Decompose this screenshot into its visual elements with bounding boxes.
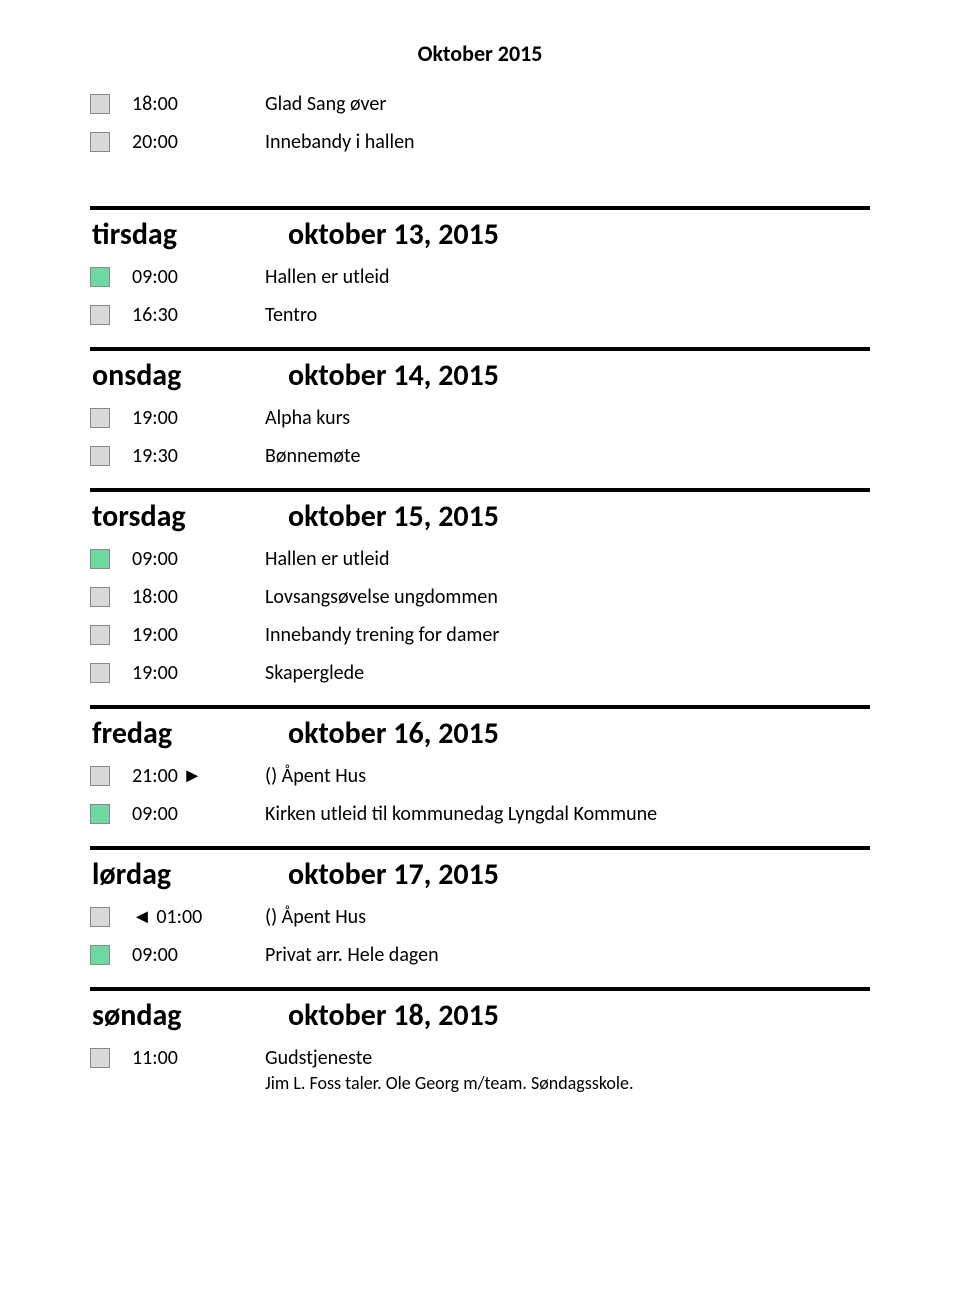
event-description: Alpha kurs — [265, 406, 870, 430]
day-date: oktober 18, 2015 — [288, 997, 499, 1034]
day-name: lørdag — [92, 856, 288, 893]
event-time: 19:00 — [110, 661, 265, 685]
category-swatch — [90, 549, 110, 569]
day-name: søndag — [92, 997, 288, 1034]
event-description: () Åpent Hus — [265, 905, 870, 929]
event-description: Bønnemøte — [265, 444, 870, 468]
event-description: Lovsangsøvelse ungdommen — [265, 585, 870, 609]
event-description: Kirken utleid til kommunedag Lyngdal Kom… — [265, 802, 870, 826]
event-description: Hallen er utleid — [265, 265, 870, 289]
event-row: 18:00Lovsangsøvelse ungdommen — [90, 585, 870, 609]
day-separator — [90, 488, 870, 492]
event-time: 11:00 — [110, 1046, 265, 1070]
event-description: Skaperglede — [265, 661, 870, 685]
top-items: 18:00 Glad Sang øver 20:00 Innebandy i h… — [90, 92, 870, 154]
event-row: 09:00Privat arr. Hele dagen — [90, 943, 870, 967]
event-row: 09:00Hallen er utleid — [90, 547, 870, 571]
category-swatch — [90, 625, 110, 645]
event-description: Innebandy trening for damer — [265, 623, 870, 647]
category-swatch — [90, 766, 110, 786]
day-header: søndagoktober 18, 2015 — [90, 997, 870, 1034]
day-block: torsdagoktober 15, 2015 09:00Hallen er ut… — [90, 488, 870, 685]
event-time: 09:00 — [110, 802, 265, 826]
event-time: 21:00 ► — [110, 764, 265, 788]
day-header: lørdagoktober 17, 2015 — [90, 856, 870, 893]
day-header: onsdagoktober 14, 2015 — [90, 357, 870, 394]
event-description: () Åpent Hus — [265, 764, 870, 788]
event-time: 09:00 — [110, 265, 265, 289]
day-date: oktober 13, 2015 — [288, 216, 499, 253]
day-name: tirsdag — [92, 216, 288, 253]
event-time: 19:00 — [110, 623, 265, 647]
day-name: torsdag — [92, 498, 288, 535]
event-time: 09:00 — [110, 943, 265, 967]
event-time: 18:00 — [110, 585, 265, 609]
event-row: 18:00 Glad Sang øver — [90, 92, 870, 116]
event-description: Privat arr. Hele dagen — [265, 943, 870, 967]
category-swatch — [90, 94, 110, 114]
event-time: 16:30 — [110, 303, 265, 327]
category-swatch — [90, 907, 110, 927]
category-swatch — [90, 663, 110, 683]
event-time: 09:00 — [110, 547, 265, 571]
event-row: 09:00Hallen er utleid — [90, 265, 870, 289]
day-separator — [90, 987, 870, 991]
event-row: 19:00Skaperglede — [90, 661, 870, 685]
day-date: oktober 16, 2015 — [288, 715, 499, 752]
category-swatch — [90, 446, 110, 466]
day-name: fredag — [92, 715, 288, 752]
day-separator — [90, 846, 870, 850]
day-block: søndagoktober 18, 2015 11:00GudstjenesteJ… — [90, 987, 870, 1094]
event-time: 19:00 — [110, 406, 265, 430]
day-date: oktober 17, 2015 — [288, 856, 499, 893]
category-swatch — [90, 408, 110, 428]
event-row: 20:00 Innebandy i hallen — [90, 130, 870, 154]
event-subtext: Jim L. Foss taler. Ole Georg m/team. Søn… — [265, 1072, 870, 1094]
event-row: 09:00Kirken utleid til kommunedag Lyngda… — [90, 802, 870, 826]
event-time: 20:00 — [110, 130, 265, 154]
event-row: 21:00 ►() Åpent Hus — [90, 764, 870, 788]
page-title: Oktober 2015 — [90, 40, 870, 67]
calendar-page: Oktober 2015 18:00 Glad Sang øver 20:00 … — [0, 0, 960, 1148]
event-row: 19:30Bønnemøte — [90, 444, 870, 468]
event-description: Tentro — [265, 303, 870, 327]
category-swatch — [90, 587, 110, 607]
category-swatch — [90, 305, 110, 325]
event-row: 19:00Innebandy trening for damer — [90, 623, 870, 647]
day-separator — [90, 705, 870, 709]
day-header: torsdagoktober 15, 2015 — [90, 498, 870, 535]
day-block: onsdagoktober 14, 201519:00Alpha kurs19:… — [90, 347, 870, 468]
category-swatch — [90, 267, 110, 287]
day-block: lørdagoktober 17, 2015 ◄ 01:00() Åpent Hu… — [90, 846, 870, 967]
event-description: GudstjenesteJim L. Foss taler. Ole Georg… — [265, 1046, 870, 1094]
day-block: fredagoktober 16, 2015 21:00 ►() Åpent Hu… — [90, 705, 870, 826]
day-date: oktober 15, 2015 — [288, 498, 499, 535]
category-swatch — [90, 1048, 110, 1068]
event-description: Glad Sang øver — [265, 92, 870, 116]
event-time: 19:30 — [110, 444, 265, 468]
event-row: ◄ 01:00() Åpent Hus — [90, 905, 870, 929]
day-date: oktober 14, 2015 — [288, 357, 499, 394]
event-description: Hallen er utleid — [265, 547, 870, 571]
event-row: 16:30Tentro — [90, 303, 870, 327]
category-swatch — [90, 804, 110, 824]
event-time: 18:00 — [110, 92, 265, 116]
day-separator — [90, 347, 870, 351]
event-description: Innebandy i hallen — [265, 130, 870, 154]
event-row: 19:00Alpha kurs — [90, 406, 870, 430]
event-row: 11:00GudstjenesteJim L. Foss taler. Ole … — [90, 1046, 870, 1094]
day-name: onsdag — [92, 357, 288, 394]
day-header: tirsdagoktober 13, 2015 — [90, 216, 870, 253]
category-swatch — [90, 132, 110, 152]
category-swatch — [90, 945, 110, 965]
day-separator — [90, 206, 870, 210]
event-time: ◄ 01:00 — [110, 905, 265, 929]
day-block: tirsdagoktober 13, 2015 09:00Hallen er ut… — [90, 206, 870, 327]
day-header: fredagoktober 16, 2015 — [90, 715, 870, 752]
days-container: tirsdagoktober 13, 201509:00Hallen er ut… — [90, 206, 870, 1094]
